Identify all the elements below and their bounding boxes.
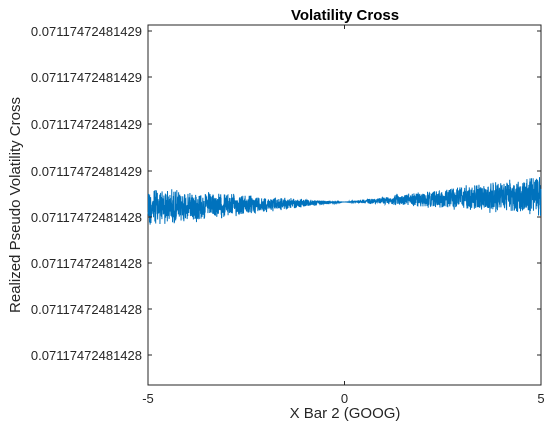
x-axis-ticks: -5 0 5: [142, 25, 545, 406]
y-tick-label: 0.07117472481429: [31, 164, 142, 179]
y-tick-label: 0.07117472481428: [31, 256, 142, 271]
y-tick-label: 0.07117472481429: [31, 24, 142, 39]
y-tick-label: 0.07117472481428: [31, 210, 142, 225]
y-tick-label: 0.07117472481429: [31, 70, 142, 85]
series-line: [147, 177, 542, 225]
chart-title: Volatility Cross: [291, 7, 399, 24]
y-tick-label: 0.07117472481428: [31, 348, 142, 363]
y-axis-ticks: 0.07117472481429 0.07117472481429 0.071174…: [31, 24, 541, 363]
x-axis-label: X Bar 2 (GOOG): [290, 405, 401, 422]
x-tick-label: 5: [537, 391, 544, 406]
x-tick-label: 0: [341, 391, 348, 406]
plot-area: [147, 24, 542, 386]
y-tick-label: 0.07117472481428: [31, 302, 142, 317]
x-tick-label: -5: [142, 391, 154, 406]
y-tick-label: 0.07117472481429: [31, 117, 142, 132]
y-axis-label: Realized Pseudo Volatility Cross: [7, 97, 24, 313]
